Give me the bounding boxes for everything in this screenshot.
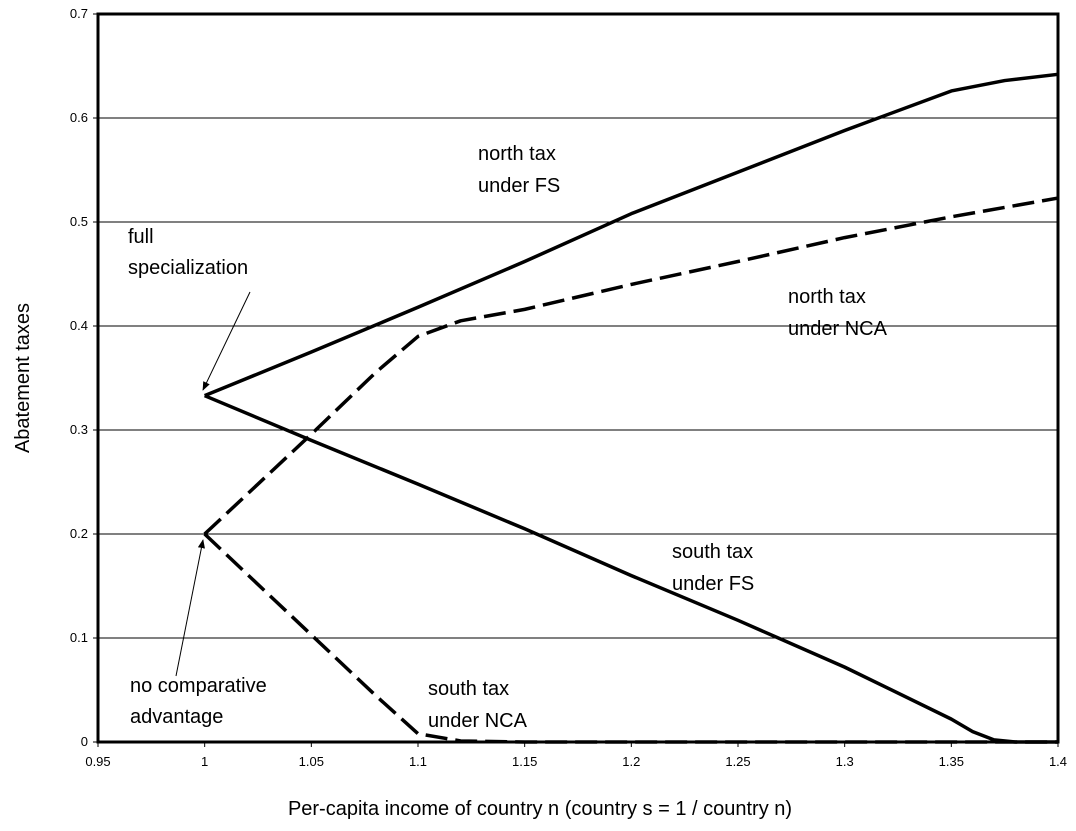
x-tick-label: 1.25 (725, 754, 750, 769)
series-label: north tax (478, 143, 556, 165)
annotation: no comparative (130, 675, 267, 697)
annotation: advantage (130, 706, 223, 728)
series-line (203, 394, 1058, 744)
y-tick-label: 0.7 (70, 6, 88, 21)
x-tick-label: 1.3 (836, 754, 854, 769)
x-tick-label: 1.15 (512, 754, 537, 769)
y-tick-label: 0 (81, 734, 88, 749)
x-tick-label: 0.95 (85, 754, 110, 769)
y-axis-label: Abatement taxes (12, 303, 34, 453)
x-axis-label: Per-capita income of country n (country … (288, 798, 792, 820)
series-line (203, 532, 1058, 744)
y-tick-label: 0.3 (70, 422, 88, 437)
series-label: north tax (788, 286, 866, 308)
x-tick-label: 1 (201, 754, 208, 769)
y-tick-label: 0.1 (70, 630, 88, 645)
x-tick-label: 1.05 (299, 754, 324, 769)
series-line (203, 196, 1059, 536)
annotation-arrow (175, 539, 205, 677)
series-label: under FS (672, 573, 754, 595)
y-tick-label: 0.5 (70, 214, 88, 229)
series-label: under FS (478, 175, 560, 197)
plot-frame (96, 12, 1060, 744)
x-tick-label: 1.2 (622, 754, 640, 769)
series-label: south tax (672, 541, 753, 563)
x-tick-label: 1.4 (1049, 754, 1067, 769)
y-tick-label: 0.6 (70, 110, 88, 125)
annotation-arrow (202, 291, 251, 391)
x-tick-label: 1.35 (939, 754, 964, 769)
series-label: under NCA (428, 710, 528, 732)
y-tick-label: 0.2 (70, 526, 88, 541)
annotation: full (128, 226, 154, 248)
series-line (204, 72, 1059, 398)
annotation: specialization (128, 257, 248, 279)
y-tick-label: 0.4 (70, 318, 88, 333)
x-tick-label: 1.1 (409, 754, 427, 769)
series-label: south tax (428, 678, 509, 700)
series-label: under NCA (788, 318, 888, 340)
